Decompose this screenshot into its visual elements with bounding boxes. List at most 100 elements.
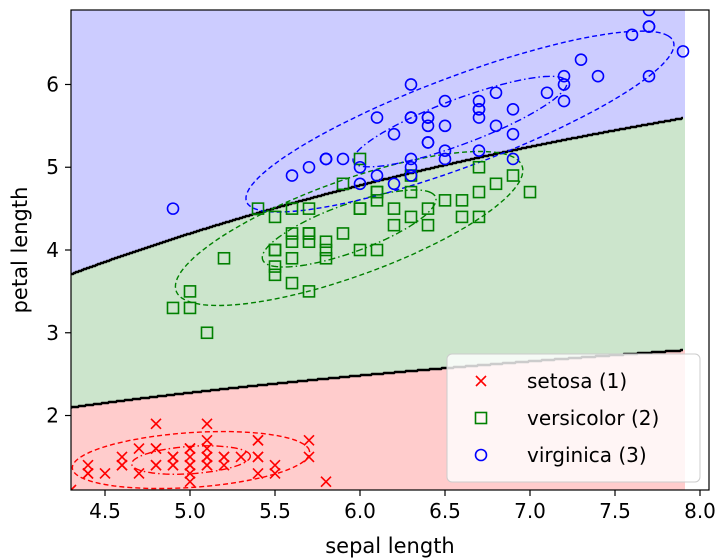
- region-cell-versicolor: [525, 148, 528, 363]
- region-cell-virginica: [539, 10, 542, 145]
- region-cell-setosa: [257, 384, 260, 490]
- axes: 4.5 5.0 5.5 6.0 6.5 7.0 7.5 8.0 2 3 4 5 6 sepal lengt…: [8, 9, 716, 558]
- region-cell-setosa: [99, 404, 102, 490]
- region-cell-versicolor: [137, 250, 140, 399]
- region-cell-versicolor: [167, 240, 170, 395]
- legend-marker-virginica: [474, 448, 488, 462]
- region-cell-virginica: [249, 10, 252, 215]
- region-cell-versicolor: [325, 194, 328, 379]
- region-cell-setosa: [371, 374, 374, 490]
- region-cell-versicolor: [565, 140, 568, 359]
- region-cell-versicolor: [497, 152, 500, 365]
- covariance-ellipse: [131, 445, 251, 475]
- region-cell-versicolor: [413, 172, 416, 371]
- region-cell-versicolor: [179, 236, 182, 395]
- region-cell-virginica: [629, 10, 632, 129]
- region-cell-virginica: [231, 10, 234, 221]
- region-cell-virginica: [191, 10, 194, 233]
- region-cell-setosa: [109, 402, 112, 490]
- x-axis-label: sepal length: [325, 534, 455, 558]
- region-cell-virginica: [485, 10, 488, 157]
- data-point-setosa: [167, 451, 179, 463]
- region-cell-versicolor: [595, 134, 598, 357]
- region-cell-virginica: [299, 10, 302, 201]
- region-cell-virginica: [621, 10, 624, 129]
- region-cell-setosa: [333, 378, 336, 490]
- region-cell-setosa: [139, 398, 142, 490]
- region-cell-versicolor: [511, 150, 514, 363]
- region-cell-versicolor: [471, 158, 474, 367]
- region-cell-setosa: [217, 390, 220, 490]
- region-cell-versicolor: [627, 128, 630, 355]
- region-cell-versicolor: [367, 182, 370, 375]
- region-cell-virginica: [77, 10, 80, 273]
- data-point-virginica: [489, 86, 503, 100]
- data-point-virginica: [540, 86, 554, 100]
- region-cell-versicolor: [419, 170, 422, 371]
- region-cell-virginica: [381, 10, 384, 181]
- region-cell-virginica: [597, 10, 600, 135]
- region-cell-virginica: [253, 10, 256, 215]
- region-cell-virginica: [585, 10, 588, 137]
- region-cell-setosa: [73, 406, 76, 490]
- x-tick-label: 7.0: [514, 499, 546, 523]
- region-cell-setosa: [227, 388, 230, 490]
- region-cell-virginica: [515, 10, 518, 151]
- region-cell-versicolor: [301, 200, 304, 381]
- region-cell-versicolor: [289, 204, 292, 383]
- region-cell-virginica: [271, 10, 274, 209]
- data-point-versicolor: [336, 227, 350, 240]
- data-point-virginica: [404, 111, 418, 124]
- region-cell-setosa: [421, 370, 424, 490]
- region-cell-versicolor: [447, 164, 450, 369]
- region-cell-versicolor: [617, 130, 620, 355]
- region-cell-versicolor: [327, 194, 330, 379]
- region-cell-versicolor: [613, 130, 616, 355]
- region-cell-versicolor: [79, 270, 82, 407]
- region-cell-versicolor: [211, 226, 214, 391]
- region-cell-versicolor: [193, 232, 196, 393]
- region-cell-versicolor: [495, 154, 498, 365]
- region-cell-setosa: [125, 400, 128, 490]
- data-point-versicolor: [353, 202, 367, 215]
- data-point-versicolor: [472, 160, 486, 174]
- region-cell-virginica: [189, 10, 192, 235]
- region-cell-setosa: [325, 378, 328, 490]
- region-cell-setosa: [233, 388, 236, 490]
- region-cell-virginica: [581, 10, 584, 137]
- region-cell-versicolor: [373, 182, 376, 375]
- region-cell-virginica: [323, 10, 326, 195]
- region-cell-virginica: [569, 10, 572, 139]
- region-cell-versicolor: [141, 248, 144, 399]
- region-cell-virginica: [129, 10, 132, 253]
- region-cell-virginica: [339, 10, 342, 191]
- data-point-virginica: [404, 78, 418, 91]
- region-cell-virginica: [519, 10, 522, 149]
- region-cell-versicolor: [597, 134, 600, 357]
- region-cell-setosa: [153, 396, 156, 490]
- region-cell-versicolor: [165, 240, 168, 397]
- region-cell-virginica: [359, 10, 362, 185]
- region-cell-versicolor: [75, 272, 78, 407]
- region-cell-versicolor: [219, 224, 222, 389]
- region-cell-versicolor: [575, 138, 578, 359]
- region-cell-versicolor: [277, 206, 280, 383]
- region-cell-versicolor: [375, 180, 378, 375]
- region-cell-virginica: [369, 10, 372, 183]
- region-cell-virginica: [601, 10, 604, 133]
- region-cell-setosa: [329, 378, 332, 490]
- region-cell-versicolor: [483, 156, 486, 365]
- region-cell-virginica: [293, 10, 296, 203]
- region-cell-versicolor: [123, 254, 126, 401]
- region-cell-virginica: [243, 10, 246, 217]
- region-cell-versicolor: [473, 158, 476, 367]
- region-cell-setosa: [435, 368, 438, 490]
- region-cell-virginica: [613, 10, 616, 131]
- region-cell-versicolor: [103, 262, 106, 403]
- region-cell-setosa: [221, 388, 224, 490]
- region-cell-versicolor: [115, 258, 118, 403]
- region-cell-setosa: [193, 392, 196, 490]
- region-cell-virginica: [459, 10, 462, 163]
- region-cell-virginica: [577, 10, 580, 137]
